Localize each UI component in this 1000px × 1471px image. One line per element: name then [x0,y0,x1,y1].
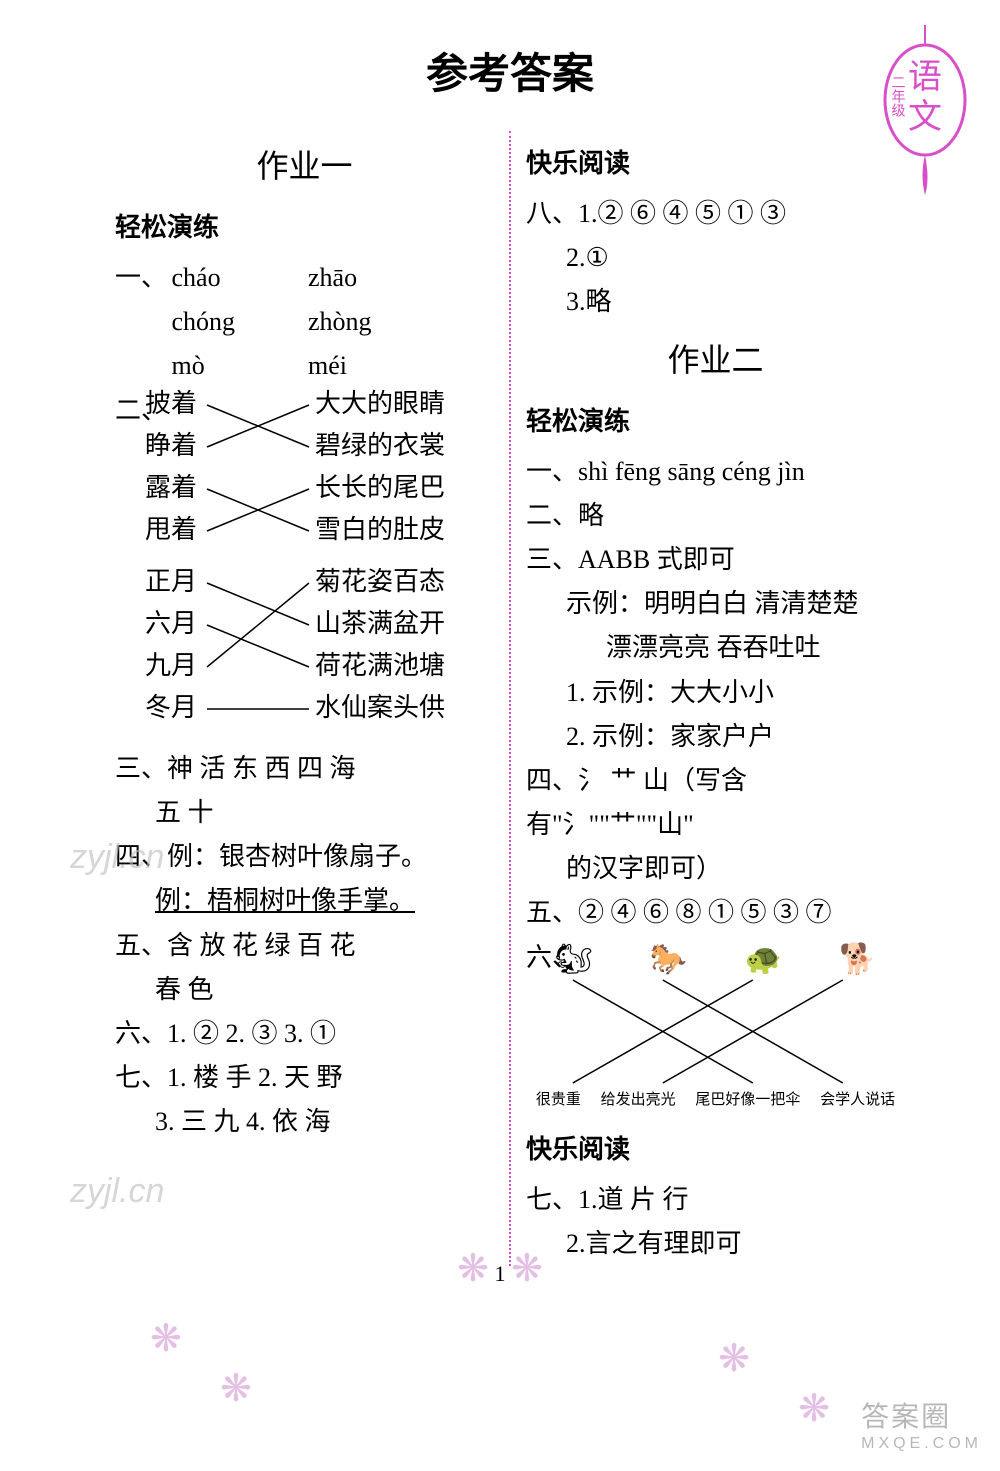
q1-row2: mò méi [115,344,494,388]
q2-match-group-1: 披着睁着露着甩着 大大的眼睛碧绿的衣裳长长的尾巴雪白的肚皮 [145,391,494,559]
match-left-item: 冬月 [145,695,197,721]
animal-label: 尾巴好像一把伞 [695,1088,800,1109]
q4: 四、例：银杏树叶像扇子。 [115,835,494,879]
match-left-item: 甩着 [145,517,197,543]
animal-icon: 🐢 [744,942,781,977]
r-q3e: 2. 示例：家家户户 [566,715,905,759]
q7: 七、1. 楼 手 2. 天 野 [115,1056,494,1100]
r-q3c: 漂漂亮亮 吞吞吐吐 [606,626,905,670]
subsection-practice2: 轻松演练 [526,401,905,438]
r-q2: 二、略 [526,494,905,538]
q4b: 例：梧桐树叶像手掌。 [155,879,494,923]
match-left-item: 披着 [145,391,197,417]
subsection-practice: 轻松演练 [115,207,494,244]
subsection-reading1: 快乐阅读 [526,143,905,180]
r-q4b: 的汉字即可） [566,847,905,891]
animal-label: 很贵重 [536,1088,581,1109]
match-right-item: 大大的眼睛 [315,391,445,417]
match-right-item: 荷花满池塘 [315,653,445,679]
r-q8c: 3.略 [566,280,905,324]
homework2-title: 作业二 [526,335,905,381]
q2-match-group-2: 正月六月九月冬月 菊花姿百态山茶满盆开荷花满池塘水仙案头供 [145,569,494,737]
q3: 三、神 活 东 西 四 海 [115,747,494,791]
animal-icon: 🐕 [839,942,876,977]
match-right-item: 菊花姿百态 [315,569,445,595]
match-left-item: 九月 [145,653,197,679]
flower-icon: ❋ [718,1336,750,1381]
r-q3a: 三、AABB 式即可 [526,538,905,582]
animal-label: 会学人说话 [820,1088,895,1109]
subsection-reading2: 快乐阅读 [526,1129,905,1166]
match-right-item: 山茶满盆开 [315,611,445,637]
match-right-item: 长长的尾巴 [315,475,445,501]
right-column: 快乐阅读 八、1.② ⑥ ④ ⑤ ① ③ 2.① 3.略 作业二 轻松演练 一、… [511,131,920,1266]
r-q1: 一、shì fēng sāng céng jìn [526,450,905,494]
r-q8b: 2.① [566,236,905,280]
q6: 六、1. ② 2. ③ 3. ① [115,1012,494,1056]
q7b: 3. 三 九 4. 依 海 [155,1100,494,1144]
left-column: 作业一 轻松演练 一、 cháo zhāo chóng zhòng mò méi… [100,131,511,1266]
r-q5: 五、② ④ ⑥ ⑧ ① ⑤ ③ ⑦ [526,891,905,935]
flower-icon: ❋ [220,1366,252,1411]
match-left-item: 六月 [145,611,197,637]
homework1-title: 作业一 [115,141,494,187]
r-q8a: 八、1.② ⑥ ④ ⑤ ① ③ [526,192,905,236]
q6-animal-match: 🐿 🐎 🐢 🐕 很贵重给发出亮光尾巴好像一把伞会学人说话 [526,942,905,1117]
corner-brand: 答案圈 MXQE.COM [861,1395,982,1453]
r-q4a: 四、氵 艹 山（写含有"氵""艹""山" [526,759,905,847]
animal-icon: 🐿 [555,942,593,977]
q1-row0: 一、 cháo zhāo [115,256,494,300]
match-left-item: 睁着 [145,433,197,459]
animal-icon: 🐎 [650,942,687,977]
q5: 五、含 放 花 绿 百 花 [115,924,494,968]
page-title: 参考答案 [100,40,920,101]
q5b: 春 色 [155,968,494,1012]
flower-icon: ❋ [511,1248,543,1290]
match-left-item: 露着 [145,475,197,501]
match-right-item: 碧绿的衣裳 [315,433,445,459]
flower-icon: ❋ [798,1386,830,1431]
q1-row1: chóng zhòng [115,300,494,344]
r-q7b: 2.言之有理即可 [566,1222,905,1266]
animal-label: 给发出亮光 [601,1088,676,1109]
flower-icon: ❋ [150,1316,182,1361]
q3b: 五 十 [155,791,494,835]
r-q3d: 1. 示例：大大小小 [566,671,905,715]
r-q3b: 示例：明明白白 清清楚楚 [566,582,905,626]
flower-icon: ❋ [457,1248,489,1290]
r-q7a: 七、1.道 片 行 [526,1178,905,1222]
match-left-item: 正月 [145,569,197,595]
match-right-item: 雪白的肚皮 [315,517,445,543]
page-number: ❋ 1 ❋ [457,1246,543,1291]
match-right-item: 水仙案头供 [315,695,445,721]
